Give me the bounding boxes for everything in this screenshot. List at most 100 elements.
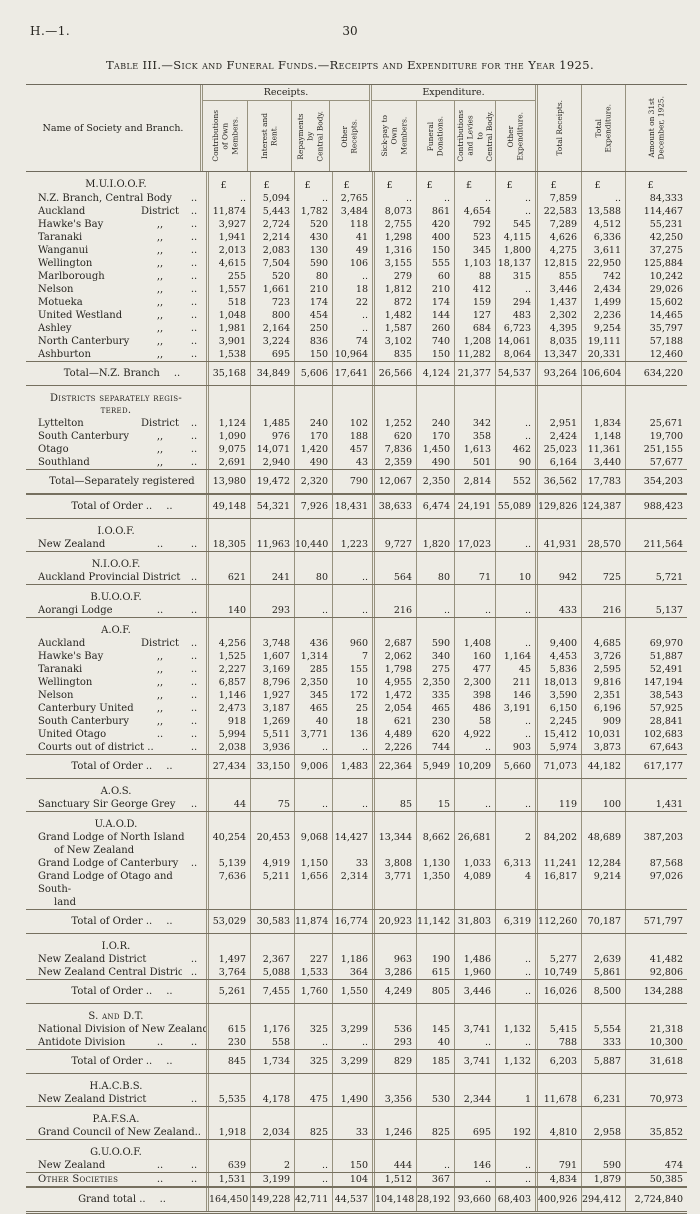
value-cell: .. <box>495 715 535 728</box>
value-cell: 1,186 <box>332 953 372 966</box>
table-row: Wanganui,,.. 2,013 2,083 130 49 1,316 150 345 1,… <box>26 244 687 257</box>
value-cell <box>454 1140 495 1159</box>
value-cell: 260 <box>416 322 454 335</box>
expenditure-group: Expenditure. Sick-pay to Own Members. Fun… <box>369 85 535 171</box>
value-cell: .. <box>332 1036 372 1049</box>
value-cell <box>495 552 535 571</box>
value-cell: 4,615 <box>206 257 250 270</box>
row-label: Nelson,,.. <box>38 284 198 295</box>
value-cell <box>495 1074 535 1093</box>
value-cell: 6,319 <box>495 910 535 933</box>
value-cell: 3,590 <box>535 689 581 702</box>
value-cell: 40 <box>294 715 332 728</box>
table-row: New Zealand District.. 1,497 2,367 227 1,186… <box>26 953 687 966</box>
value-cell: 3,611 <box>581 244 625 257</box>
row-label: Total of Order .... <box>71 1056 173 1067</box>
value-cell <box>535 1107 581 1126</box>
value-cell: 462 <box>495 443 535 456</box>
value-cell: £ <box>535 172 581 192</box>
value-cell: 9,816 <box>581 676 625 689</box>
value-cell <box>416 552 454 571</box>
group-header-receipts: Receipts. <box>203 85 369 101</box>
value-cell: 4,685 <box>581 637 625 650</box>
value-cell: 558 <box>250 1036 294 1049</box>
value-cell <box>535 519 581 538</box>
value-cell: 2,639 <box>581 953 625 966</box>
value-cell: 28,570 <box>581 538 625 551</box>
value-cell <box>454 1107 495 1126</box>
value-cell: 33 <box>332 1126 372 1139</box>
value-cell: 1,420 <box>294 443 332 456</box>
value-cell: 829 <box>372 1050 416 1073</box>
value-cell <box>372 1074 416 1093</box>
value-cell <box>581 552 625 571</box>
value-cell: .. <box>332 322 372 335</box>
value-cell: .. <box>454 604 495 617</box>
table-row: Wellington,,.. 6,857 8,796 2,350 10 4,955 2,35… <box>26 676 687 689</box>
row-label: Total—Separately registered <box>49 476 195 487</box>
value-cell: 22,364 <box>372 755 416 778</box>
column-header-label: Total Expenditure. <box>593 103 613 153</box>
row-label: Total of Order .... <box>71 761 173 772</box>
value-cell <box>206 519 250 538</box>
value-cell: 903 <box>495 741 535 754</box>
value-cell: 1,048 <box>206 309 250 322</box>
value-cell: 1,316 <box>372 244 416 257</box>
value-cell: 2,054 <box>372 702 416 715</box>
value-cell: 33,150 <box>250 755 294 778</box>
table-row: Other Societies.... 1,531 3,199.. 104 1,512 3… <box>26 1173 687 1187</box>
value-cell: 3,440 <box>581 456 625 469</box>
table-row: Nelson,,.. 1,557 1,661 210 18 1,812 210 412.. 3,… <box>26 283 687 296</box>
value-cell: 97,026 <box>625 870 687 909</box>
value-cell: 3,484 <box>332 205 372 218</box>
total-row: Total of Order .... 53,029 30,583 11,874 16,… <box>26 909 687 934</box>
value-cell: 400,926 <box>535 1188 581 1211</box>
value-cell: 1,130 <box>416 857 454 870</box>
value-cell: 70,973 <box>625 1093 687 1106</box>
table-row: Lyttelton District.. 1,124 1,485 240 102 1,252… <box>26 417 687 430</box>
value-cell: 1,800 <box>495 244 535 257</box>
value-cell <box>250 585 294 604</box>
value-cell: 621 <box>372 715 416 728</box>
value-cell: 4,275 <box>535 244 581 257</box>
value-cell: 3,299 <box>332 1050 372 1073</box>
value-cell: 1,607 <box>250 650 294 663</box>
value-cell: 1,472 <box>372 689 416 702</box>
value-cell: 8,035 <box>535 335 581 348</box>
value-cell: 1,148 <box>581 430 625 443</box>
value-cell: 2,350 <box>416 470 454 493</box>
column-header: Total Expenditure. <box>581 85 625 171</box>
value-cell: 112,260 <box>535 910 581 933</box>
value-cell <box>250 1004 294 1023</box>
value-cell: .. <box>581 192 625 205</box>
total-row: Total of Order .... 49,148 54,321 7,926 18,4… <box>26 494 687 519</box>
value-cell: 8,796 <box>250 676 294 689</box>
value-cell: 2,359 <box>372 456 416 469</box>
value-cell <box>416 812 454 831</box>
value-cell: 3,102 <box>372 335 416 348</box>
row-label: Total of Order .... <box>71 501 173 512</box>
value-cell <box>535 1004 581 1023</box>
value-cell: 2,351 <box>581 689 625 702</box>
value-cell: 1,798 <box>372 663 416 676</box>
value-cell: 3,748 <box>250 637 294 650</box>
value-cell <box>416 585 454 604</box>
value-cell: 465 <box>416 702 454 715</box>
value-cell: 150 <box>294 348 332 361</box>
value-cell: 170 <box>416 430 454 443</box>
value-cell: 6,313 <box>495 857 535 870</box>
value-cell: 192 <box>495 1126 535 1139</box>
value-cell: 150 <box>416 244 454 257</box>
value-cell <box>495 812 535 831</box>
value-cell: .. <box>294 798 332 811</box>
value-cell: 1,550 <box>332 980 372 1003</box>
value-cell: 211,564 <box>625 538 687 551</box>
value-cell: 1,437 <box>535 296 581 309</box>
value-cell: 159 <box>454 296 495 309</box>
value-cell: 7,636 <box>206 870 250 909</box>
table-row: New Zealand.... 639 2.. 150 444.. 146.. 791 590… <box>26 1159 687 1173</box>
value-cell: 800 <box>250 309 294 322</box>
value-cell: 1,879 <box>581 1173 625 1186</box>
value-cell: 4,249 <box>372 980 416 1003</box>
value-cell: 1,812 <box>372 283 416 296</box>
